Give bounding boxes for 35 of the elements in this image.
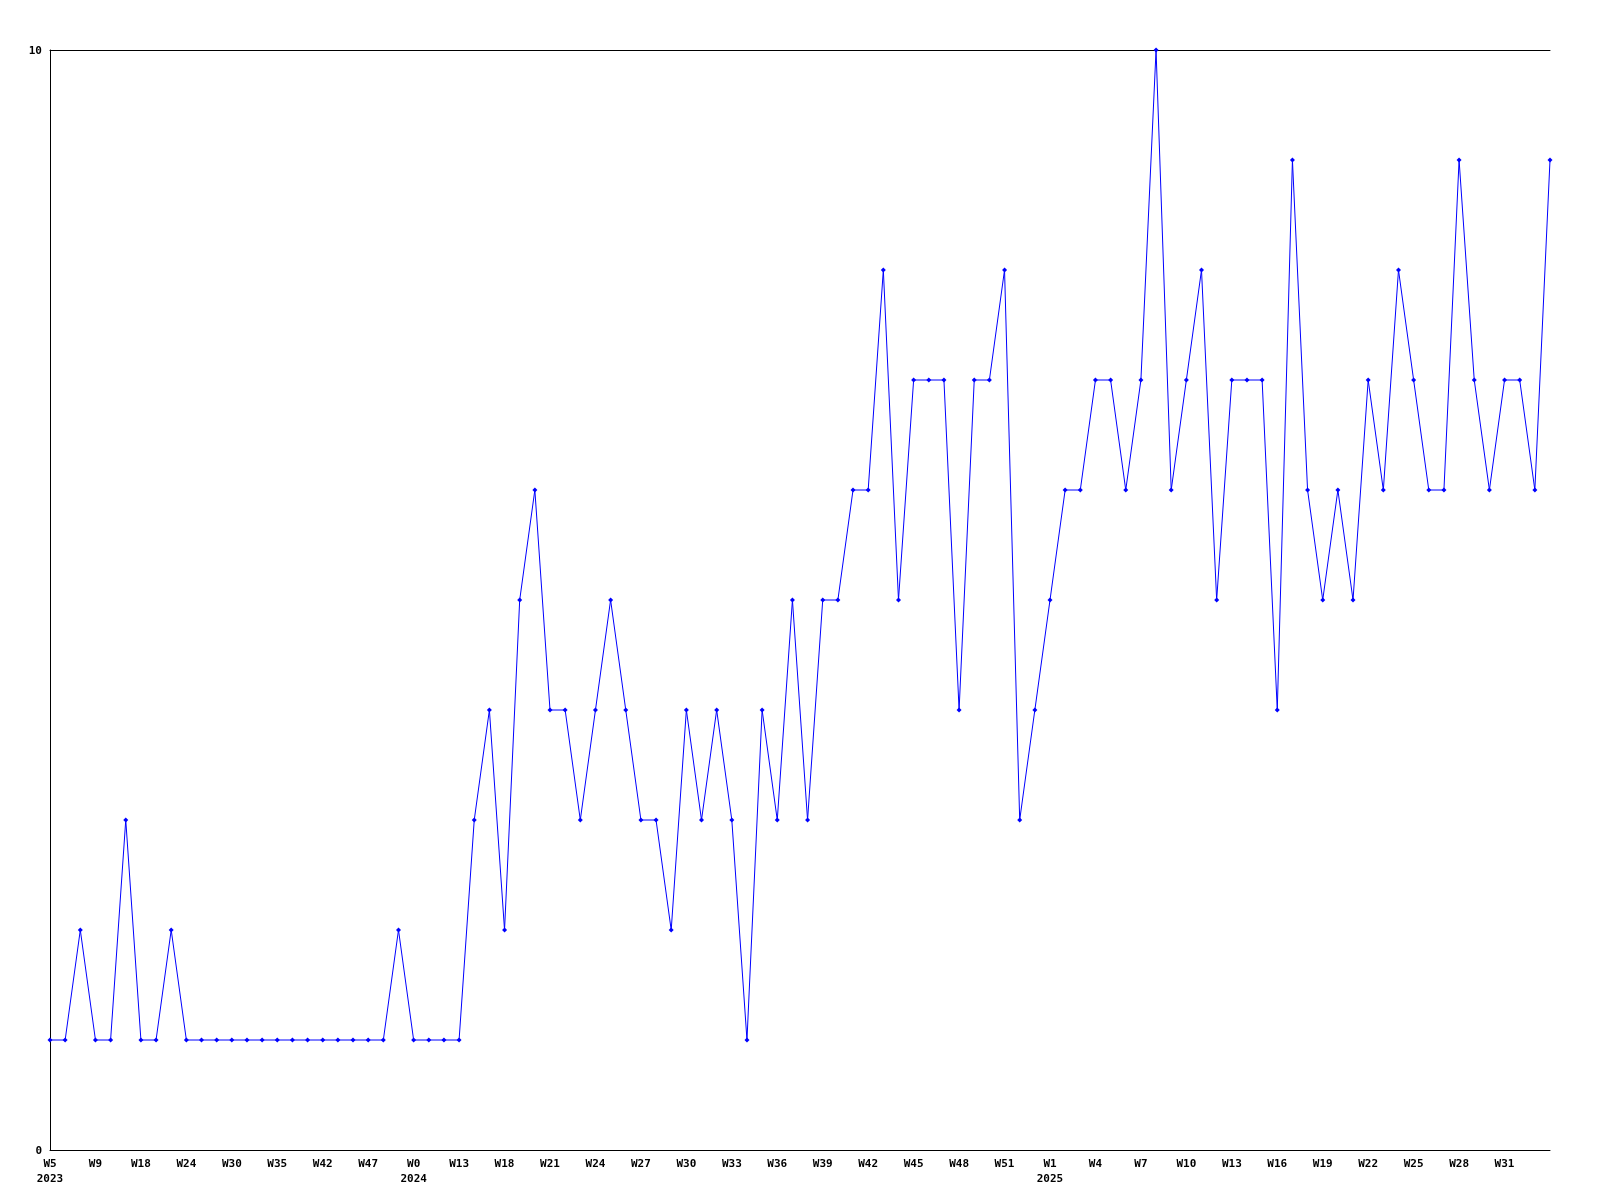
x-tick-label: W18 — [130, 1157, 151, 1170]
x-tick-label: W31 — [1494, 1157, 1515, 1170]
x-tick-label: W9 — [88, 1157, 103, 1170]
x-tick-label: W25 — [1403, 1157, 1424, 1170]
x-tick-label: W24 — [176, 1157, 197, 1170]
x-tick-label: W13 — [1221, 1157, 1242, 1170]
x-tick-label: W51 — [994, 1157, 1015, 1170]
x-tick-label: W47 — [358, 1157, 379, 1170]
x-tick-label: W19 — [1312, 1157, 1333, 1170]
x-tick-label: W45 — [903, 1157, 924, 1170]
x-tick-label: W4 — [1088, 1157, 1103, 1170]
x-tick-label: W28 — [1449, 1157, 1470, 1170]
x-tick-label: W27 — [630, 1157, 651, 1170]
x-tick-label: W1 2025 — [1036, 1157, 1064, 1185]
x-tick-label: W7 — [1134, 1157, 1148, 1170]
x-tick-label: W48 — [949, 1157, 970, 1170]
x-tick-label: W30 — [676, 1157, 697, 1170]
x-tick-label: W0 2024 — [400, 1157, 428, 1185]
x-tick-label: W24 — [585, 1157, 606, 1170]
x-tick-label: W30 — [221, 1157, 242, 1170]
x-tick-label: W21 — [540, 1157, 561, 1170]
x-tick-label: W35 — [267, 1157, 288, 1170]
x-tick-label: W10 — [1176, 1157, 1197, 1170]
x-tick-label: W18 — [494, 1157, 515, 1170]
y-tick-label: 10 — [28, 43, 42, 57]
x-tick-label: W36 — [767, 1157, 788, 1170]
x-tick-label: W22 — [1358, 1157, 1379, 1170]
x-tick-label: W5 2023 — [36, 1157, 64, 1185]
x-tick-label: W33 — [721, 1157, 742, 1170]
x-tick-label: W42 — [312, 1157, 333, 1170]
x-tick-label: W42 — [858, 1157, 879, 1170]
y-tick-label: 0 — [35, 1143, 42, 1157]
x-tick-label: W16 — [1267, 1157, 1288, 1170]
x-tick-label: W39 — [812, 1157, 833, 1170]
x-tick-label: W13 — [449, 1157, 470, 1170]
